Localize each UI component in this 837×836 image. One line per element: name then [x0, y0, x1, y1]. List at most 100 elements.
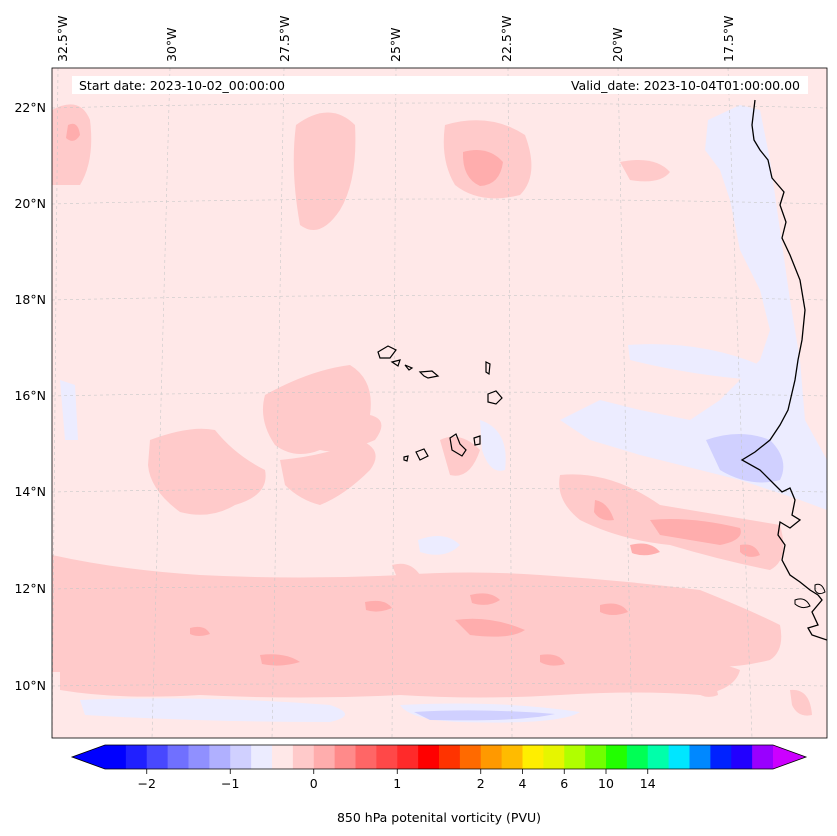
colorbar-cell: [418, 745, 440, 769]
colorbar-tick-label: −1: [221, 776, 239, 791]
grid-meridian: [52, 68, 59, 738]
colorbar-under-arrow: [72, 745, 105, 769]
grid-parallel: [52, 683, 827, 687]
colorbar-tick-label: 4: [519, 776, 527, 791]
contour-shape: [365, 600, 392, 612]
contour-shape: [52, 104, 92, 185]
island-santo-antao: [377, 345, 397, 359]
colorbar-cell: [146, 745, 169, 769]
contour-shape: [695, 679, 718, 697]
colorbar-cell: [188, 745, 210, 769]
colorbar-cell: [501, 745, 524, 769]
colorbar-cell: [230, 745, 252, 769]
grid-meridian: [271, 68, 285, 738]
grid-meridian: [391, 68, 397, 738]
contour-shape: [470, 593, 500, 605]
colorbar-cell: [626, 745, 649, 769]
contour-shape: [260, 654, 300, 666]
lat-label: 10°N: [14, 678, 46, 693]
contour-shape: [66, 123, 80, 141]
island-brava: [403, 455, 409, 462]
valid-date-label: Valid_date: 2023-10-04T01:00:00.00: [571, 78, 800, 93]
contour-shape: [190, 626, 210, 636]
colorbar-cell: [480, 745, 503, 769]
colorbar-cell: [731, 745, 753, 769]
cape-verde-islands: [377, 345, 503, 462]
lat-label: 12°N: [14, 581, 46, 596]
grid-meridian: [727, 68, 753, 738]
colorbar-cell: [355, 745, 377, 769]
coastline-africa: [740, 99, 827, 641]
grid-parallel: [52, 295, 827, 301]
colorbar-cell: [251, 745, 273, 769]
colorbar-cell: [606, 745, 628, 769]
grid-parallel: [52, 198, 827, 205]
colorbar-cell: [647, 745, 670, 769]
contour-shape: [462, 149, 503, 186]
grid-meridian: [151, 68, 171, 738]
colorbar-cell: [376, 745, 398, 769]
contour-shape: [60, 640, 740, 698]
colorbar-tick-label: 14: [640, 776, 656, 791]
contour-shape: [280, 440, 376, 505]
colorbar-cell: [752, 745, 774, 769]
contour-shape: [418, 536, 460, 555]
lat-label: 16°N: [14, 388, 46, 403]
colorbar-tick-label: −2: [138, 776, 156, 791]
island-maio: [473, 435, 481, 446]
contour-shape: [650, 519, 741, 545]
colorbar-cell: [564, 745, 586, 769]
coastline-islet: [794, 598, 811, 609]
contour-shape: [630, 543, 660, 556]
grid-meridian: [507, 68, 513, 738]
map-panel: Start date: 2023-10-02_00:00:00 Valid_da…: [52, 68, 827, 738]
contour-shape: [60, 380, 78, 440]
colorbar-title: 850 hPa potenital vorticity (PVU): [337, 810, 541, 825]
colorbar-cell: [522, 745, 544, 769]
positive-pv-strong-contours: [66, 123, 760, 666]
island-sao-nicolau: [418, 370, 440, 379]
contour-shape: [740, 544, 760, 557]
colorbar-tick-label: 2: [477, 776, 485, 791]
lon-label: 25°W: [388, 27, 403, 62]
latitude-labels: 22°N 20°N 18°N 16°N 14°N 12°N 10°N: [14, 100, 46, 693]
colorbar-cell: [668, 745, 691, 769]
colorbar-ticks: −2 −1 0 1 2 4 6 10 14: [138, 769, 656, 791]
colorbar-cell: [459, 745, 482, 769]
contour-shape: [790, 689, 812, 716]
contour-shape: [52, 555, 782, 675]
colorbar-cells: [105, 745, 774, 769]
island-fogo: [415, 448, 429, 461]
colorbar-cell: [292, 745, 315, 769]
lon-label: 32.5°W: [55, 16, 70, 62]
colorbar-cell: [313, 745, 336, 769]
colorbar-cell: [439, 745, 461, 769]
contour-shape: [80, 698, 345, 722]
colorbar-tick-label: 0: [310, 776, 318, 791]
contour-shape: [414, 710, 555, 721]
lon-label: 27.5°W: [277, 16, 292, 62]
lon-label: 30°W: [164, 27, 179, 62]
lat-label: 18°N: [14, 292, 46, 307]
lon-label: 20°W: [610, 27, 625, 62]
date-banner: [72, 76, 808, 94]
colorbar-cell: [209, 745, 231, 769]
map-frame: [51, 67, 828, 739]
colorbar-cell: [125, 745, 148, 769]
start-date-label: Start date: 2023-10-02_00:00:00: [79, 78, 285, 93]
contour-shape: [540, 654, 565, 666]
colorbar-over-arrow: [773, 745, 806, 769]
colorbar-outline: [70, 744, 808, 770]
colorbar: −2 −1 0 1 2 4 6 10 14 850 hPa potenital vorticit…: [70, 744, 808, 825]
colorbar-cell: [334, 745, 357, 769]
coastline-islet: [814, 583, 826, 595]
island-sal: [485, 361, 491, 376]
contour-shape: [594, 500, 614, 521]
island-boa-vista: [487, 390, 503, 405]
contour-shape: [293, 112, 356, 230]
colorbar-cell: [543, 745, 565, 769]
contour-shape: [440, 436, 480, 476]
graticule: [52, 68, 827, 738]
contour-shape: [262, 365, 382, 454]
colorbar-cell: [710, 745, 732, 769]
